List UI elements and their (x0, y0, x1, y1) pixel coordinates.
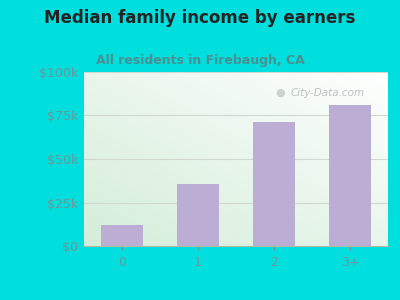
Bar (329, 105, 371, 246)
Bar (101, 225, 143, 246)
Bar (253, 122, 295, 246)
Bar (177, 184, 219, 246)
Text: ●: ● (276, 88, 285, 98)
Text: City-Data.com: City-Data.com (291, 88, 365, 98)
Text: All residents in Firebaugh, CA: All residents in Firebaugh, CA (96, 54, 304, 67)
Text: Median family income by earners: Median family income by earners (44, 9, 356, 27)
